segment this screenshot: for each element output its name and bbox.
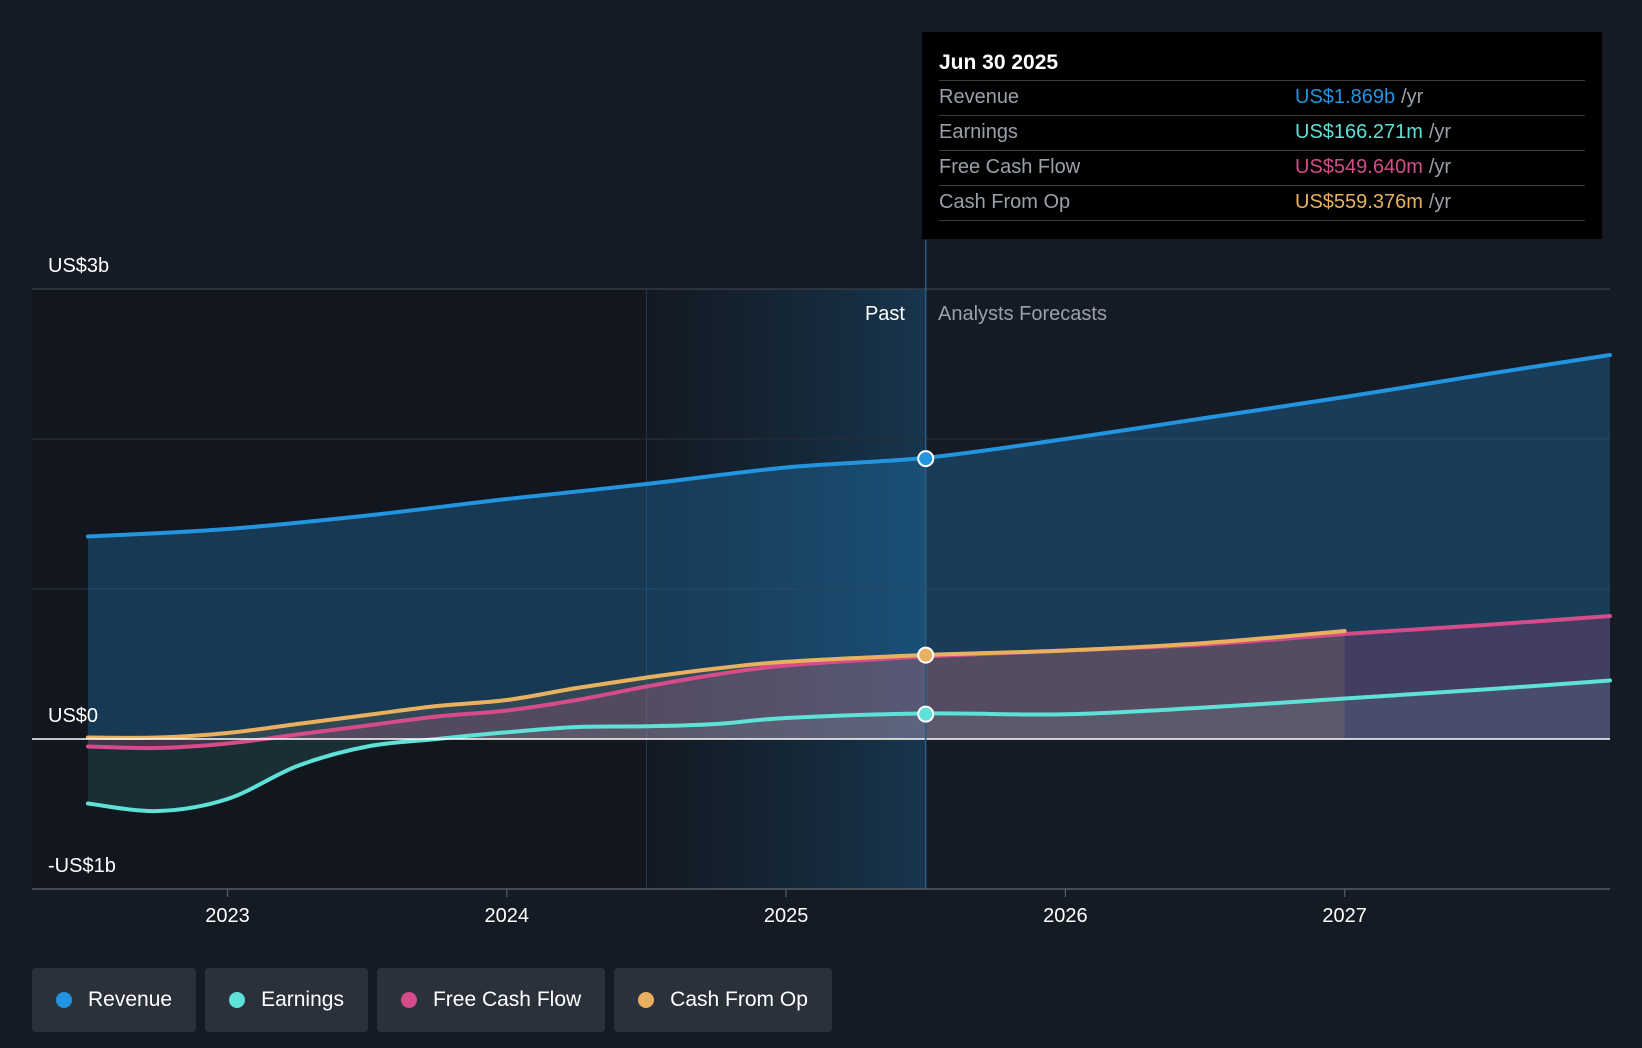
highlight-markers: [917, 450, 935, 723]
tooltip-label: Free Cash Flow: [939, 156, 1081, 178]
marker-cfo: [917, 646, 935, 664]
tooltip-row-fcf: Free Cash Flow US$549.640m /yr: [939, 150, 1585, 185]
line-revenue: [85, 353, 1612, 539]
tooltip-date: Jun 30 2025: [939, 51, 1059, 74]
x-tick-label: 2024: [485, 905, 530, 927]
x-tick-label: 2025: [764, 905, 809, 927]
tooltip-label: Earnings: [939, 121, 1018, 143]
y-label-bottom: -US$1b: [48, 855, 116, 877]
fcf-dot-icon: [400, 992, 417, 1008]
legend-label: Free Cash Flow: [432, 988, 582, 1011]
tooltip-unit: /yr: [1428, 156, 1452, 178]
legend-item-free-cash-flow[interactable]: Free Cash Flow: [376, 968, 606, 1032]
tooltip-value: US$1.869b: [1295, 86, 1396, 108]
y-label-zero: US$0: [48, 705, 98, 727]
x-tick-label: 2027: [1322, 905, 1367, 927]
legend-item-revenue[interactable]: Revenue: [32, 968, 197, 1032]
tooltip-value: US$559.376m: [1295, 191, 1423, 213]
forecast-label: Analysts Forecasts: [938, 303, 1107, 325]
past-label: Past: [865, 303, 905, 325]
tooltip-label: Cash From Op: [939, 191, 1071, 213]
x-axis-ticks: 2023 2024 2025 2026 2027: [205, 889, 1367, 927]
x-tick-label: 2026: [1043, 905, 1088, 927]
revenue-dot-icon: [56, 992, 72, 1008]
tooltip-label: Revenue: [939, 86, 1020, 108]
line-fcf: [85, 614, 1612, 751]
grid-lines: [32, 288, 1610, 889]
tooltip-row-cfo: Cash From Op US$559.376m /yr: [939, 185, 1585, 221]
line-earnings: [85, 678, 1612, 814]
series-lines: [85, 353, 1612, 814]
legend: Revenue Earnings Free Cash Flow Cash Fro…: [32, 968, 832, 1032]
tooltip-row-earnings: Earnings US$166.271m /yr: [939, 115, 1585, 150]
legend-item-cash-from-op[interactable]: Cash From Op: [614, 968, 832, 1032]
line-cfo: [85, 629, 1347, 740]
legend-label: Revenue: [88, 988, 173, 1011]
earnings-dot-icon: [229, 992, 246, 1008]
tooltip-value: US$166.271m: [1295, 121, 1423, 143]
tooltip-unit: /yr: [1401, 86, 1424, 108]
tooltip-row-revenue: Revenue US$1.869b /yr: [939, 80, 1585, 115]
area-earnings: [87, 680, 1610, 812]
y-label-top: US$3b: [48, 255, 109, 277]
legend-item-earnings[interactable]: Earnings: [205, 968, 368, 1032]
tooltip: Jun 30 2025 Revenue US$1.869b /yr Earnin…: [922, 32, 1602, 239]
x-tick-label: 2023: [205, 905, 250, 927]
tooltip-unit: /yr: [1428, 191, 1452, 213]
legend-label: Cash From Op: [670, 988, 808, 1011]
tooltip-unit: /yr: [1428, 121, 1452, 143]
marker-revenue: [917, 450, 935, 468]
legend-label: Earnings: [261, 988, 344, 1011]
marker-earnings: [917, 705, 935, 723]
tooltip-value: US$549.640m: [1295, 156, 1423, 178]
cfo-dot-icon: [638, 992, 655, 1008]
